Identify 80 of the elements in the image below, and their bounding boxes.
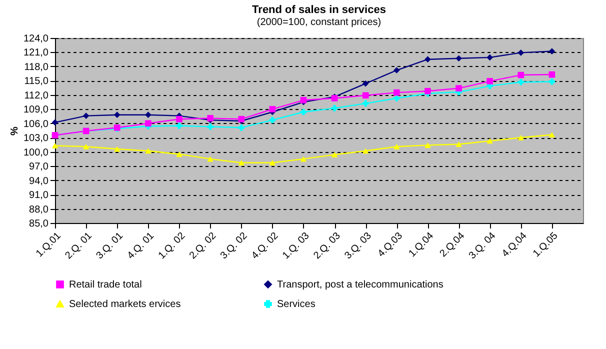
point <box>393 144 400 150</box>
point <box>300 108 307 116</box>
x-tick-label: 2.Q. 02 <box>188 230 219 262</box>
point <box>176 116 182 122</box>
point <box>486 54 493 61</box>
y-tick-label: 118,0 <box>24 62 49 73</box>
point <box>548 48 556 54</box>
point <box>176 122 182 129</box>
point <box>300 156 307 162</box>
point <box>145 112 152 118</box>
y-tick-label: 115,0 <box>24 76 49 88</box>
y-tick-label: 100,0 <box>23 147 49 158</box>
point <box>518 50 524 56</box>
point <box>424 88 431 94</box>
x-tick-label: 2.Q. 01 <box>63 230 95 262</box>
point <box>362 100 369 107</box>
point <box>82 112 90 119</box>
point <box>486 78 493 84</box>
point <box>82 144 90 150</box>
chart-subtitle: (2000=100, constant prices) <box>256 17 382 28</box>
point <box>393 95 400 102</box>
point <box>548 78 556 85</box>
y-tick-label: 103,0 <box>23 133 49 144</box>
point <box>548 71 556 78</box>
y-tick-label: 94,0 <box>29 176 49 187</box>
y-tick-label: 88,0 <box>29 204 49 216</box>
legend-label: Transport, post a telecommunications <box>277 279 444 290</box>
y-tick-label: 124,0 <box>23 34 49 44</box>
y-axis-title: % <box>9 126 20 136</box>
point <box>518 134 524 140</box>
point <box>207 156 214 162</box>
legend-label: Retail trade total <box>69 279 142 290</box>
y-tick-label: 91,0 <box>29 190 49 202</box>
x-tick-label: 3.Q. 02 <box>218 230 250 262</box>
point <box>518 72 524 78</box>
point <box>456 85 462 92</box>
point <box>269 106 276 112</box>
point <box>114 146 120 152</box>
point <box>393 67 400 74</box>
point <box>145 120 152 127</box>
x-tick-label: 1.Q. 02 <box>156 230 188 262</box>
point <box>362 148 369 154</box>
point <box>145 148 152 154</box>
point <box>238 160 245 166</box>
point <box>456 55 462 62</box>
point <box>486 138 493 144</box>
x-tick-label: 1.Q. 03 <box>280 230 312 262</box>
x-tick-label: 3.Q. 03 <box>342 230 374 262</box>
point <box>269 116 276 124</box>
legend-label: Services <box>277 299 316 310</box>
point <box>548 132 556 138</box>
x-tick-label: 3.Q. 01 <box>94 230 126 262</box>
point <box>176 151 182 157</box>
point <box>518 78 524 86</box>
x-tick-label: 2.Q. 03 <box>312 230 344 262</box>
x-tick-label: 4.Q. 01 <box>125 230 157 262</box>
y-tick-label: 121,0 <box>23 48 49 59</box>
point <box>52 119 58 126</box>
point <box>362 80 369 87</box>
point <box>424 56 431 63</box>
point <box>114 112 120 118</box>
chart-title: Trend of sales in services <box>252 4 386 16</box>
point <box>238 124 245 131</box>
point <box>393 89 400 96</box>
point <box>424 142 431 148</box>
y-tick-label: 85,0 <box>29 218 49 230</box>
y-tick-label: 97,0 <box>29 162 49 173</box>
y-tick-label: 109,0 <box>23 104 49 116</box>
legend-label: Selected markets ervices <box>69 299 181 310</box>
point <box>331 152 338 158</box>
point <box>52 142 58 148</box>
point <box>269 160 276 166</box>
y-tick-label: 112,0 <box>24 90 49 102</box>
point <box>456 142 462 147</box>
point <box>331 105 338 112</box>
point <box>207 124 214 130</box>
x-tick-label: 3.Q. 04 <box>467 230 498 262</box>
x-tick-label: 4.Q. 02 <box>250 230 281 262</box>
y-tick-label: 106,0 <box>23 118 49 130</box>
point <box>362 92 369 99</box>
